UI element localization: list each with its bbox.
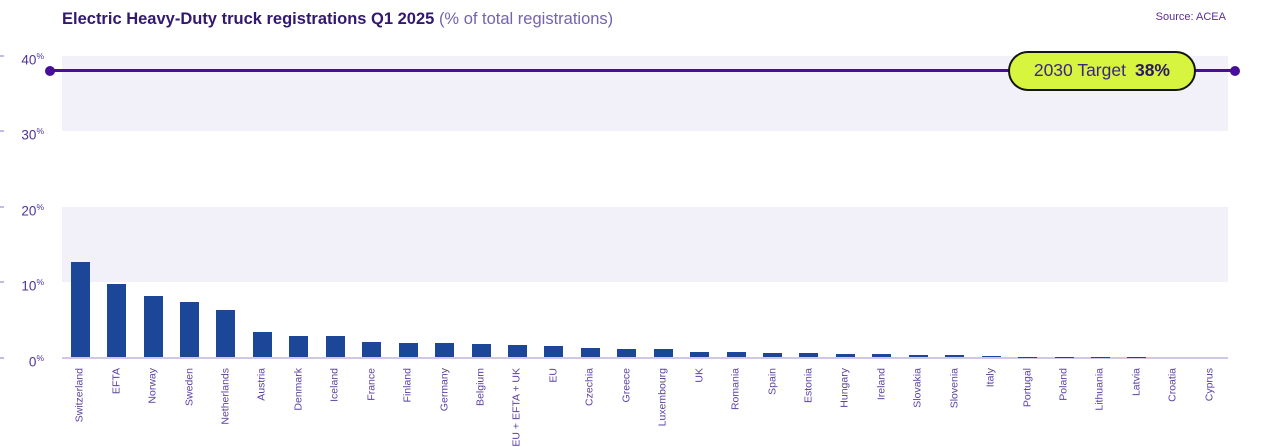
x-tick-label: EU + EFTA + UK [511,368,524,447]
target-line-start-dot [45,66,55,76]
x-tick-label: Luxembourg [657,368,670,426]
y-tick-label: 0% [0,350,44,371]
x-tick-label: France [365,368,378,401]
x-tick-label: Lithuania [1094,368,1107,411]
x-tick-label: Hungary [839,368,852,408]
y-tick-label: 40% [0,48,44,69]
bar-greece [617,349,636,357]
bar-finland [399,343,418,357]
x-tick-label: Netherlands [219,368,232,425]
bar-iceland [326,336,345,357]
bar-estonia [799,353,818,357]
y-tick-label: 20% [0,199,44,220]
x-tick-label: Austria [256,368,269,401]
bar-italy [982,356,1001,358]
bar-denmark [289,336,308,357]
target-badge-label: 2030 Target [1034,60,1126,81]
x-tick-label: Poland [1058,368,1071,401]
bar-luxembourg [654,349,673,357]
bar-eu [544,346,563,357]
x-tick-label: Estonia [802,368,815,403]
bar-austria [253,332,272,358]
y-tick-mark [0,206,4,208]
bar-slovakia [909,355,928,357]
bar-uk [690,352,709,357]
x-tick-label: Finland [402,368,415,402]
y-tick-mark [0,357,4,359]
x-tick-label: UK [693,368,706,383]
x-tick-label: EFTA [110,368,123,394]
x-tick-label: EU [547,368,560,383]
bar-germany [435,343,454,357]
x-tick-label: Slovakia [912,368,925,408]
bar-france [362,342,381,358]
grid-band [62,207,1228,282]
target-badge: 2030 Target 38% [1008,51,1196,91]
bar-norway [144,296,163,357]
y-tick-mark [0,55,4,57]
x-tick-label: Cyprus [1203,368,1216,401]
x-tick-label: Portugal [1021,368,1034,407]
x-tick-label: Spain [766,368,779,395]
x-tick-label: Slovenia [948,368,961,408]
x-tick-label: Iceland [329,368,342,402]
bar-switzerland [71,262,90,357]
x-tick-label: Norway [147,368,160,404]
bar-belgium [472,344,491,358]
bar-sweden [180,302,199,357]
bar-romania [727,352,746,357]
bar-netherlands [216,310,235,358]
x-tick-label: Croatia [1167,368,1180,402]
y-tick-mark [0,281,4,283]
y-tick-label: 10% [0,274,44,295]
bar-eu-efta-uk [508,345,527,358]
target-badge-value: 38% [1135,60,1170,81]
x-tick-label: Italy [985,368,998,387]
bar-lithuania [1091,357,1110,358]
x-axis-line [62,357,1228,359]
x-tick-label: Denmark [292,368,305,411]
x-tick-label: Romania [730,368,743,410]
bar-spain [763,353,782,357]
x-tick-label: Latvia [1130,368,1143,396]
target-line-end-dot [1230,66,1240,76]
bar-ireland [872,354,891,357]
bar-efta [107,284,126,358]
bar-czechia [581,348,600,357]
x-tick-label: Ireland [875,368,888,400]
bar-portugal [1018,357,1037,358]
bar-hungary [836,354,855,358]
bar-slovenia [945,355,964,357]
bar-poland [1055,357,1074,358]
x-tick-label: Czechia [584,368,597,406]
x-tick-label: Greece [620,368,633,402]
y-tick-mark [0,130,4,132]
x-tick-label: Switzerland [74,368,87,422]
y-tick-label: 30% [0,123,44,144]
x-tick-label: Germany [438,368,451,411]
x-tick-label: Sweden [183,368,196,406]
x-tick-label: Belgium [475,368,488,406]
